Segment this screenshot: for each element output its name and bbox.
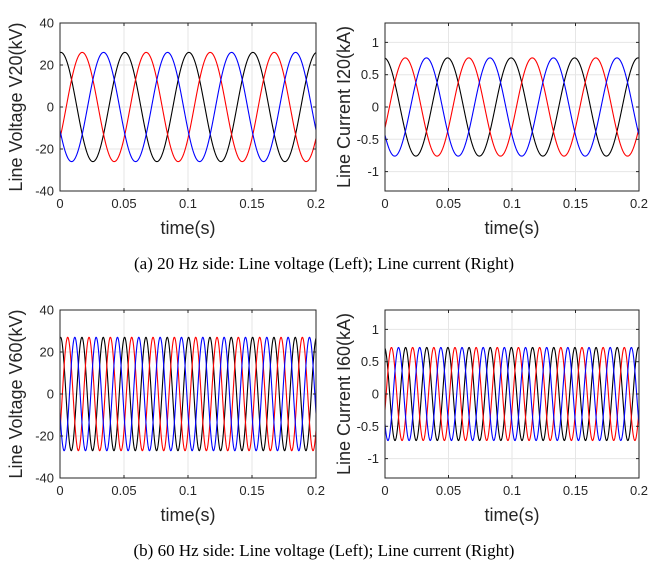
y-tick-label: 20 <box>40 58 54 73</box>
y-tick-label: 20 <box>40 345 54 360</box>
series-line-2 <box>59 336 317 452</box>
x-tick-label: 0.15 <box>239 196 264 211</box>
series-line-2 <box>384 346 640 442</box>
x-tick-label: 0.1 <box>503 483 521 498</box>
y-tick-label: -40 <box>35 184 54 199</box>
y-axis-label: Line Voltage V60(kV) <box>6 309 26 478</box>
y-tick-label: 0 <box>47 387 54 402</box>
series-line-3 <box>59 51 317 163</box>
y-tick-label: -1 <box>367 451 379 466</box>
series-line-1 <box>59 336 317 452</box>
y-tick-label: 40 <box>40 303 54 318</box>
panel-b-current: 0 0.05 0.1 0.15 0.2 1 0.5 0 -0.5 -1 time(s) Line Cu… <box>334 309 648 525</box>
y-tick-label: 1 <box>372 35 379 50</box>
y-tick-label: -20 <box>35 142 54 157</box>
x-tick-label: 0.2 <box>307 196 325 211</box>
y-tick-label: 0 <box>47 100 54 115</box>
series-line-3 <box>384 346 640 442</box>
x-tick-label: 0.15 <box>563 196 588 211</box>
x-tick-label: 0.15 <box>563 483 588 498</box>
x-tick-label: 0 <box>381 483 388 498</box>
x-axis-label: time(s) <box>485 505 540 525</box>
y-axis-label: Line Voltage V20(kV) <box>6 22 26 191</box>
x-tick-label: 0.2 <box>630 483 648 498</box>
y-tick-label: 0 <box>372 387 379 402</box>
caption-a: (a) 20 Hz side: Line voltage (Left); Lin… <box>134 254 514 273</box>
caption-b: (b) 60 Hz side: Line voltage (Left); Lin… <box>134 541 515 560</box>
x-tick-label: 0 <box>381 196 388 211</box>
y-tick-label: 1 <box>372 322 379 337</box>
y-tick-label: -20 <box>35 429 54 444</box>
x-tick-label: 0.05 <box>111 196 136 211</box>
x-tick-label: 0.05 <box>111 483 136 498</box>
panel-a-current: 0 0.05 0.1 0.15 0.2 1 0.5 0 -0.5 -1 time(s) Line Cu… <box>334 22 648 238</box>
y-tick-label: -1 <box>367 164 379 179</box>
x-tick-label: 0.05 <box>436 196 461 211</box>
series-line-2 <box>59 51 317 163</box>
y-tick-label: -0.5 <box>357 132 379 147</box>
x-axis-label: time(s) <box>485 218 540 238</box>
series-line-1 <box>384 57 640 157</box>
x-tick-label: 0 <box>56 483 63 498</box>
series-line-1 <box>384 346 640 442</box>
y-tick-label: 40 <box>40 16 54 31</box>
x-axis-label: time(s) <box>161 505 216 525</box>
y-tick-label: -0.5 <box>357 419 379 434</box>
x-tick-label: 0.15 <box>239 483 264 498</box>
x-tick-label: 0.1 <box>503 196 521 211</box>
x-axis-label: time(s) <box>161 218 216 238</box>
x-tick-label: 0.2 <box>630 196 648 211</box>
y-tick-label: 0.5 <box>361 354 379 369</box>
y-tick-label: 0 <box>372 100 379 115</box>
y-axis-label: Line Current I60(kA) <box>334 313 354 475</box>
y-tick-label: 0.5 <box>361 67 379 82</box>
x-tick-label: 0.1 <box>179 196 197 211</box>
x-tick-label: 0 <box>56 196 63 211</box>
x-tick-label: 0.2 <box>307 483 325 498</box>
panel-b-voltage: 0 0.05 0.1 0.15 0.2 40 20 0 -20 -40 time(s) Line Vo… <box>6 303 325 526</box>
panel-a-voltage: 0 0.05 0.1 0.15 0.2 40 20 0 -20 -40 time(s) Line Vo… <box>6 16 325 239</box>
y-tick-label: -40 <box>35 471 54 486</box>
series-line-3 <box>384 57 640 157</box>
x-tick-label: 0.1 <box>179 483 197 498</box>
x-tick-label: 0.05 <box>436 483 461 498</box>
series-line-1 <box>59 51 317 163</box>
series-line-3 <box>59 336 317 452</box>
y-axis-label: Line Current I20(kA) <box>334 26 354 188</box>
series-line-2 <box>384 57 640 157</box>
